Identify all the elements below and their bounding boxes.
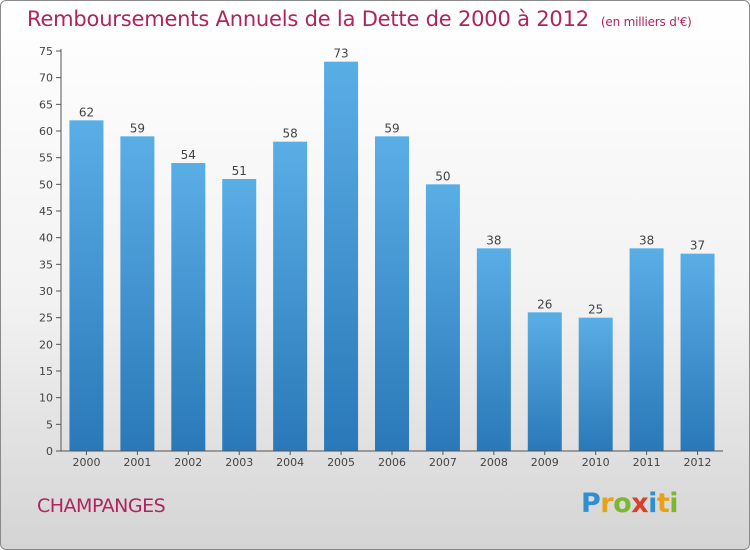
y-tick-label: 50 <box>39 178 53 191</box>
bar-value-label: 62 <box>79 105 94 119</box>
bar-2006 <box>375 136 409 452</box>
bar-value-label: 50 <box>435 169 450 183</box>
bars-group: 62 59 54 51 58 73 59 50 38 26 25 38 37 <box>69 47 715 452</box>
bar-2007 <box>425 184 460 452</box>
logo-letter: i <box>648 488 657 519</box>
y-tick-label: 10 <box>39 392 53 405</box>
x-tick-label: 2005 <box>327 456 355 469</box>
bar-2012 <box>680 253 715 451</box>
x-tick-label: 2011 <box>633 456 661 469</box>
bar-2001 <box>120 136 155 452</box>
y-tick-label: 15 <box>39 365 53 378</box>
bar-2004 <box>273 141 308 451</box>
bar-value-label: 38 <box>486 233 501 247</box>
bar-value-label: 73 <box>333 47 348 61</box>
bar-value-label: 38 <box>639 233 654 247</box>
bar-value-label: 26 <box>537 297 552 311</box>
y-tick-label: 65 <box>39 98 53 111</box>
bar-2009 <box>527 312 562 451</box>
bar-2003 <box>222 179 257 451</box>
y-tick-label: 40 <box>39 232 53 245</box>
x-tick-label: 2006 <box>378 456 406 469</box>
y-tick-label: 45 <box>39 205 53 218</box>
bar-2000 <box>69 120 104 451</box>
y-tick-label: 75 <box>39 45 53 58</box>
bar-2002 <box>171 163 206 451</box>
bar-value-label: 25 <box>588 303 603 317</box>
x-tick-label: 2001 <box>123 456 151 469</box>
y-tick-label: 55 <box>39 152 53 165</box>
chart-title-text: Remboursements Annuels de la Dette de 20… <box>27 7 589 31</box>
y-tick-label: 60 <box>39 125 53 138</box>
x-tick-label: 2009 <box>531 456 559 469</box>
bar-value-label: 59 <box>384 121 399 135</box>
y-tick-label: 25 <box>39 312 53 325</box>
logo-letter: i <box>669 488 679 519</box>
bar-2010 <box>578 317 613 451</box>
logo-letter: x <box>631 488 649 519</box>
bar-value-label: 59 <box>130 121 145 135</box>
x-tick-label: 2008 <box>480 456 508 469</box>
proxiti-logo: Proxiti <box>581 488 679 519</box>
x-tick-label: 2003 <box>225 456 253 469</box>
bar-value-label: 58 <box>283 127 298 141</box>
y-tick-label: 70 <box>39 72 53 85</box>
chart-title: Remboursements Annuels de la Dette de 20… <box>27 7 692 31</box>
chart-unit-note: (en milliers d'€) <box>600 15 692 29</box>
y-tick-label: 35 <box>39 258 53 271</box>
y-tick-label: 5 <box>46 418 53 431</box>
logo-letter: P <box>581 488 601 519</box>
x-tick-label: 2000 <box>72 456 100 469</box>
commune-name: CHAMPANGES <box>37 495 166 517</box>
logo-letter: t <box>656 488 670 519</box>
bar-value-label: 51 <box>232 164 247 178</box>
y-tick-label: 30 <box>39 285 53 298</box>
x-tick-label: 2007 <box>429 456 457 469</box>
x-tick-label: 2002 <box>174 456 202 469</box>
x-tick-label: 2004 <box>276 456 304 469</box>
bar-2011 <box>629 248 664 451</box>
bar-2005 <box>324 61 359 452</box>
x-tick-label: 2010 <box>582 456 610 469</box>
bar-value-label: 54 <box>181 148 196 162</box>
x-tick-label: 2012 <box>684 456 712 469</box>
y-tick-label: 0 <box>46 445 53 458</box>
bar-value-label: 37 <box>690 239 705 253</box>
axes-group: 0 5 10 15 20 25 30 35 40 45 50 55 60 65 70 75 2000 2001 20… <box>39 45 723 469</box>
logo-letter: r <box>600 488 614 519</box>
logo-letter: o <box>613 488 632 519</box>
bar-2008 <box>476 248 511 451</box>
y-tick-label: 20 <box>39 338 53 351</box>
